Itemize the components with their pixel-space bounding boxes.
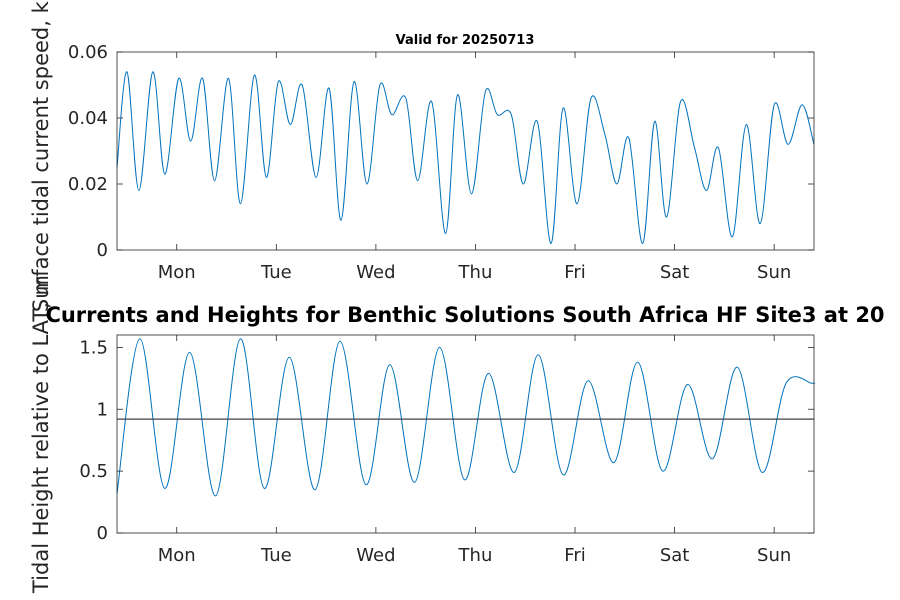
current-speed-xtick-label: Fri [564, 262, 585, 283]
current-speed-ytick-label: 0.04 [68, 108, 108, 129]
current-speed-xtick-label: Mon [158, 262, 196, 283]
current-speed-xtick-label: Tue [260, 262, 292, 283]
tidal-height-xtick-label: Sun [757, 545, 791, 566]
current-speed-xtick-label: Sun [757, 262, 791, 283]
current-speed-xtick-label: Wed [356, 262, 395, 283]
current-speed-title: Valid for 20250713 [396, 33, 535, 48]
tidal-height-xtick-label: Fri [564, 545, 585, 566]
current-speed-axes-box [116, 51, 815, 251]
current-speed-marks [116, 71, 815, 244]
tidal-height-xtick-label: Wed [356, 545, 395, 566]
tidal-height-ytick-label: 1 [97, 399, 108, 420]
figure-main-title: Currents and Heights for Benthic Solutio… [45, 303, 884, 327]
current-speed-xtick-label: Thu [458, 262, 493, 283]
current-speed-ytick-label: 0 [97, 240, 108, 261]
current-speed-ytick-label: 0.06 [68, 42, 108, 63]
tidal-height-panel: 0 0.5 1 1.5 Mon Tue Wed Thu Fri Sat Sun Tidal Heig… [29, 275, 816, 594]
tidal-height-xtick-label: Tue [260, 545, 292, 566]
tidal-height-plot-area [117, 335, 814, 533]
tidal-height-ytick-label: 1.5 [79, 337, 108, 358]
current-speed-panel: 0 0.02 0.04 0.06 Mon Tue Wed Thu Fri Sat Sun Valid… [29, 0, 815, 312]
tidal-height-series-line [116, 338, 816, 497]
tidal-height-axes-box [116, 334, 815, 534]
tidal-height-xtick-label: Sat [660, 545, 690, 566]
tidal-height-ytick-label: 0 [97, 523, 108, 544]
current-speed-xtick-label: Sat [660, 262, 690, 283]
tidal-height-xtick-label: Thu [458, 545, 493, 566]
current-speed-ytick-label: 0.02 [68, 174, 108, 195]
tidal-height-marks [116, 338, 816, 497]
current-speed-ticks: 0 0.02 0.04 0.06 Mon Tue Wed Thu Fri Sat Sun [68, 42, 814, 283]
tidal-height-ticks: 0 0.5 1 1.5 Mon Tue Wed Thu Fri Sat Sun [79, 335, 814, 566]
current-speed-series-line [116, 71, 815, 244]
tidal-height-ylabel: Tidal Height relative to LAT, m [29, 275, 53, 594]
tidal-height-xtick-label: Mon [158, 545, 196, 566]
tidal-height-ytick-label: 0.5 [79, 461, 108, 482]
current-speed-ylabel: Surface tidal current speed, kn [29, 0, 53, 312]
